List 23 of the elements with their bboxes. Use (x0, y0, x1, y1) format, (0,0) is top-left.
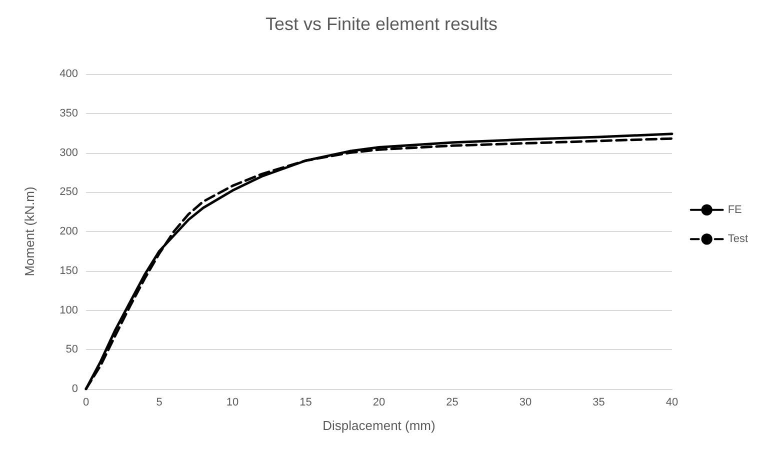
x-axis-title: Displacement (mm) (322, 418, 436, 433)
y-tick-label: 100 (60, 304, 78, 316)
legend-label: FE (728, 204, 742, 216)
x-tick-label: 20 (372, 396, 386, 408)
chart-title: Test vs Finite element results (265, 14, 498, 34)
legend-label: Test (728, 233, 748, 246)
y-tick-label: 50 (66, 344, 78, 356)
x-tick-label: 35 (592, 396, 605, 408)
y-tick-label: 350 (60, 107, 78, 120)
x-tick-label: 0 (82, 396, 90, 408)
y-tick-label: 150 (60, 264, 78, 277)
x-tick-label: 30 (519, 396, 532, 408)
x-tick-label: 40 (666, 396, 678, 408)
x-tick-label: 15 (300, 396, 312, 408)
y-tick-label: 200 (60, 226, 78, 238)
x-tick-label: 10 (226, 396, 239, 408)
y-tick-label: 400 (60, 68, 78, 80)
y-tick-label: 300 (60, 146, 78, 159)
y-tick-label: 0 (72, 383, 78, 395)
y-tick-label: 250 (60, 186, 78, 198)
y-axis-title: Moment (kN.m) (22, 186, 37, 276)
x-tick-label: 25 (446, 396, 458, 408)
x-tick-label: 5 (156, 396, 162, 408)
